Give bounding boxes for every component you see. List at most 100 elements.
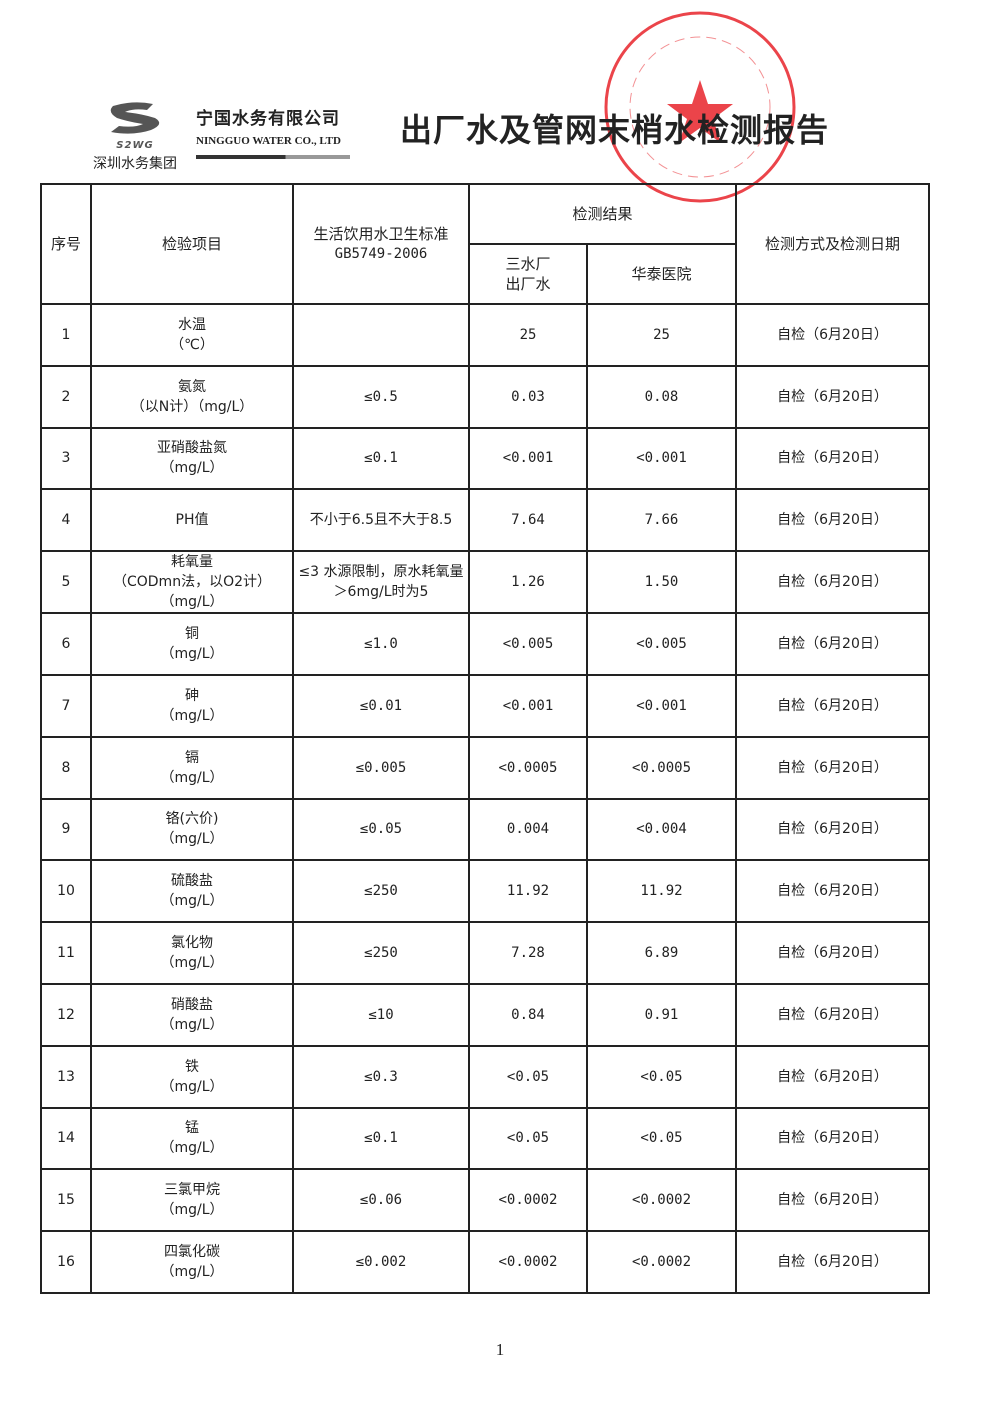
header-standard: 生活饮用水卫生标准 GB5749-2006: [292, 183, 470, 305]
header-no: 序号: [40, 183, 92, 305]
row-no: 3: [40, 426, 92, 491]
row-method: 自检（6月20日）: [735, 1230, 931, 1294]
row-value-site2: 0.91: [585, 982, 738, 1047]
row-value-site2: <0.005: [585, 612, 738, 676]
row-method: 自检（6月20日）: [735, 612, 931, 676]
row-standard: ≤0.01: [292, 673, 470, 738]
item-unit: （mg/L）: [160, 769, 224, 786]
item-name: 硝酸盐: [171, 996, 213, 1013]
item-unit: （mg/L）: [160, 1016, 224, 1033]
row-value-site2: <0.0002: [585, 1168, 738, 1233]
row-value-site1: 0.03: [468, 364, 588, 429]
row-item: 水温 （℃）: [90, 303, 294, 367]
row-standard: ≤250: [292, 859, 470, 924]
row-method: 自检（6月20日）: [735, 426, 931, 491]
row-method: 自检（6月20日）: [735, 797, 931, 862]
item-name: 铬(六价): [165, 811, 219, 828]
row-item: 铁 （mg/L）: [90, 1044, 294, 1109]
row-standard: ≤0.1: [292, 426, 470, 491]
table-row: 1 水温 （℃） 25 25 自检（6月20日）: [40, 303, 931, 367]
item-name: 砷: [185, 687, 199, 704]
row-method: 自检（6月20日）: [735, 488, 931, 553]
table-row: 6 铜 （mg/L） ≤1.0 <0.005 <0.005 自检（6月20日）: [40, 612, 931, 676]
row-item: 铬(六价) （mg/L）: [90, 797, 294, 862]
item-name: 氯化物: [171, 935, 213, 952]
row-value-site1: 7.28: [468, 921, 588, 985]
table-row: 3 亚硝酸盐氮 （mg/L） ≤0.1 <0.001 <0.001 自检（6月20…: [40, 426, 931, 491]
item-name: 三氯甲烷: [164, 1182, 220, 1199]
row-method: 自检（6月20日）: [735, 735, 931, 800]
row-item: 铜 （mg/L）: [90, 612, 294, 676]
table-row: 7 砷 （mg/L） ≤0.01 <0.001 <0.001 自检（6月20日）: [40, 673, 931, 738]
row-value-site1: <0.05: [468, 1044, 588, 1109]
row-method: 自检（6月20日）: [735, 1044, 931, 1109]
row-standard: ≤0.005: [292, 735, 470, 800]
row-value-site2: 1.50: [585, 550, 738, 615]
row-item: 氨氮 （以N计）（mg/L）: [90, 364, 294, 429]
header-item: 检验项目: [90, 183, 294, 305]
row-value-site2: 6.89: [585, 921, 738, 985]
item-name: 四氯化碳: [164, 1244, 220, 1261]
row-no: 16: [40, 1230, 92, 1294]
row-no: 1: [40, 303, 92, 367]
item-name: 硫酸盐: [171, 873, 213, 890]
table-row: 13 铁 （mg/L） ≤0.3 <0.05 <0.05 自检（6月20日）: [40, 1044, 931, 1109]
row-item: 硝酸盐 （mg/L）: [90, 982, 294, 1047]
row-value-site1: 1.26: [468, 550, 588, 615]
row-value-site1: 0.004: [468, 797, 588, 862]
row-value-site1: <0.0005: [468, 735, 588, 800]
row-value-site2: <0.001: [585, 426, 738, 491]
row-no: 7: [40, 673, 92, 738]
item-unit: （以N计）（mg/L）: [130, 398, 254, 415]
company-header: 宁国水务有限公司 NINGGUO WATER CO., LTD: [196, 104, 350, 159]
row-no: 10: [40, 859, 92, 924]
table-row: 2 氨氮 （以N计）（mg/L） ≤0.5 0.03 0.08 自检（6月20日）: [40, 364, 931, 429]
company-name-cn: 宁国水务有限公司: [196, 109, 340, 129]
header-method: 检测方式及检测日期: [735, 183, 931, 305]
row-no: 2: [40, 364, 92, 429]
row-value-site2: <0.001: [585, 673, 738, 738]
item-unit: （mg/L）: [160, 707, 224, 724]
row-value-site1: 0.84: [468, 982, 588, 1047]
row-item: 四氯化碳 （mg/L）: [90, 1230, 294, 1294]
row-standard: ≤250: [292, 921, 470, 985]
table-row: 5 耗氧量 （CODmn法，以O2计）（mg/L） ≤3 水源限制，原水耗氧量＞6…: [40, 550, 931, 615]
row-item: 氯化物 （mg/L）: [90, 921, 294, 985]
row-standard: ≤0.002: [292, 1230, 470, 1294]
row-value-site1: <0.001: [468, 673, 588, 738]
row-standard: ≤0.3: [292, 1044, 470, 1109]
row-value-site1: <0.0002: [468, 1168, 588, 1233]
table-row: 16 四氯化碳 （mg/L） ≤0.002 <0.0002 <0.0002 自检（…: [40, 1230, 931, 1294]
table-row: 10 硫酸盐 （mg/L） ≤250 11.92 11.92 自检（6月20日）: [40, 859, 931, 924]
row-no: 13: [40, 1044, 92, 1109]
row-no: 8: [40, 735, 92, 800]
row-method: 自检（6月20日）: [735, 859, 931, 924]
page-title: 出厂水及管网末梢水检测报告: [400, 111, 830, 149]
item-unit: （mg/L）: [160, 646, 224, 663]
row-value-site1: 7.64: [468, 488, 588, 553]
table-row: 4 PH值 不小于6.5且不大于8.5 7.64 7.66 自检（6月20日）: [40, 488, 931, 553]
row-method: 自检（6月20日）: [735, 364, 931, 429]
row-item: 耗氧量 （CODmn法，以O2计）（mg/L）: [90, 550, 294, 615]
item-name: 镉: [185, 749, 199, 766]
logo-text: S2WG: [116, 140, 154, 151]
header-site1: 三水厂 出厂水: [468, 243, 588, 305]
row-value-site2: 25: [585, 303, 738, 367]
row-item: 硫酸盐 （mg/L）: [90, 859, 294, 924]
row-value-site1: <0.005: [468, 612, 588, 676]
row-value-site2: <0.0005: [585, 735, 738, 800]
row-value-site1: 11.92: [468, 859, 588, 924]
item-unit: （mg/L）: [160, 460, 224, 477]
table-row: 11 氯化物 （mg/L） ≤250 7.28 6.89 自检（6月20日）: [40, 921, 931, 985]
item-unit: （℃）: [170, 336, 214, 353]
table-row: 8 镉 （mg/L） ≤0.005 <0.0005 <0.0005 自检（6月20…: [40, 735, 931, 800]
standard-name: 生活饮用水卫生标准: [313, 225, 449, 243]
row-item: 三氯甲烷 （mg/L）: [90, 1168, 294, 1233]
company-name-en: NINGGUO WATER CO., LTD: [196, 135, 341, 147]
s2wg-logo-icon: [110, 102, 160, 134]
row-standard: ≤0.06: [292, 1168, 470, 1233]
header-site2: 华泰医院: [585, 243, 738, 305]
row-no: 6: [40, 612, 92, 676]
table-row: 14 锰 （mg/L） ≤0.1 <0.05 <0.05 自检（6月20日）: [40, 1106, 931, 1171]
site1-line2: 出厂水: [505, 275, 551, 293]
